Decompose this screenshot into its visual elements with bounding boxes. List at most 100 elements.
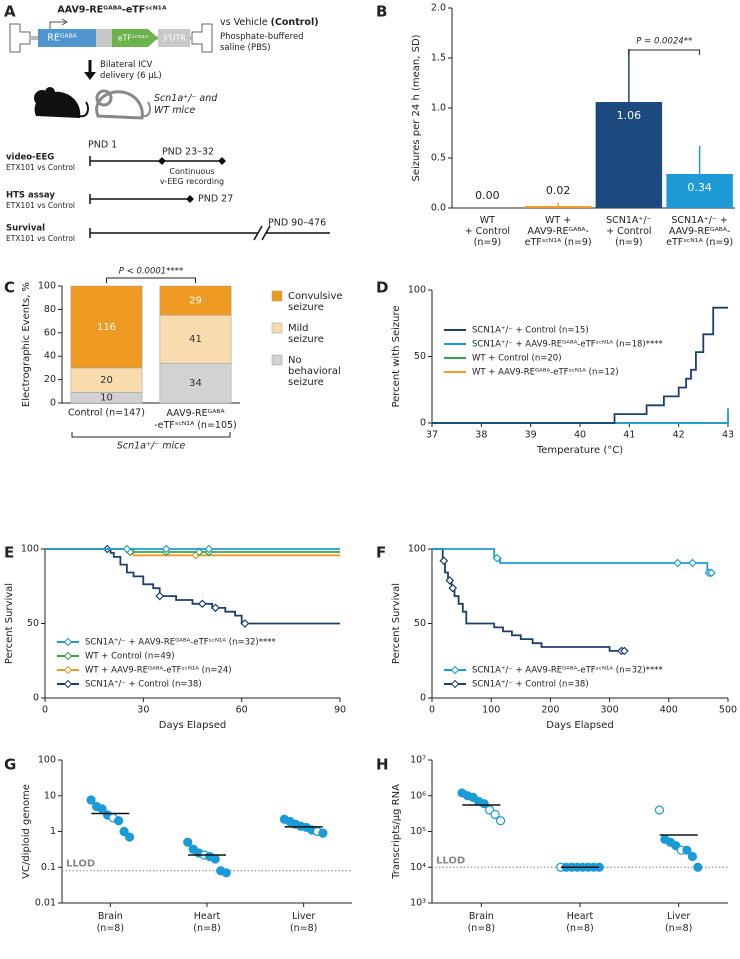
y-tick-label: 10	[44, 790, 56, 801]
y-tick-label: 100	[38, 755, 56, 766]
y-tick-label: 20	[44, 374, 56, 385]
timeline-end: PND 23–32	[162, 147, 214, 158]
x-tick-label: Brain (n=8)	[97, 911, 124, 934]
timeline-title: HTS assay	[6, 191, 55, 201]
vehicle-bold: (Control)	[271, 17, 319, 28]
legend-marker	[63, 679, 73, 689]
panel-label: C	[4, 279, 15, 297]
series-line	[432, 548, 714, 574]
timeline-start: PND 1	[88, 140, 117, 151]
vehicle-text: vs Vehicle	[220, 17, 271, 28]
legend-label: WT + AAV9-REᴳᴬᴮᴬ-eTFˢᶜᴺ¹ᴬ (n=12)	[472, 368, 619, 378]
legend-label: SCN1A⁺/⁻ + Control (n=15)	[472, 326, 589, 336]
segment-count: 116	[97, 322, 116, 333]
legend-marker	[63, 665, 73, 675]
y-axis-title: Percent with Seizure	[391, 305, 402, 407]
data-point	[124, 832, 135, 842]
x-tick-label: 500	[719, 705, 737, 716]
timeline-subtitle: ETX101 vs Control	[6, 163, 75, 172]
x-tick-label: 37	[426, 430, 438, 441]
transgene-arrow	[112, 29, 158, 47]
x-tick-label: WT + Control (n=9)	[465, 215, 510, 248]
censor-marker	[161, 544, 171, 554]
value-label: 0.00	[475, 189, 500, 202]
censor-marker	[439, 556, 449, 566]
significance-bracket	[106, 277, 196, 283]
y-tick-label: 100	[21, 544, 39, 555]
legend-marker	[450, 665, 460, 675]
vehicle-label: vs Vehicle (Control)	[220, 17, 319, 28]
y-axis-title: Percent Survival	[391, 583, 402, 664]
bar	[666, 174, 733, 208]
x-tick-label: 0	[42, 705, 48, 716]
data-point	[221, 868, 231, 878]
legend-swatch	[271, 290, 283, 302]
legend-label: SCN1A⁺/⁻ + AAV9-REᴳᴬᴮᴬ-eTFˢᶜᴺ¹ᴬ (n=18)**…	[472, 340, 663, 350]
legend-swatch	[271, 322, 283, 334]
group-bracket	[71, 432, 231, 438]
bar-segment	[159, 362, 232, 404]
data-point	[693, 862, 703, 872]
promoter-box	[38, 29, 96, 47]
legend-label: SCN1A⁺/⁻ + AAV9-REᴳᴬᴮᴬ-eTFˢᶜᴺ¹ᴬ (n=32)**…	[472, 666, 663, 676]
censor-marker	[620, 646, 629, 656]
x-tick-label: 100	[482, 705, 500, 716]
construct-title: AAV9-REᴳᴬᴮᴬ-eTFˢᶜᴺ¹ᴬ	[57, 5, 167, 16]
legend-label: SCN1A⁺/⁻ + AAV9-REᴳᴬᴮᴬ-eTFˢᶜᴺ¹ᴬ (n=32)**…	[85, 638, 276, 648]
promoter-label: REᴳᴬᴮᴬ	[47, 33, 77, 44]
x-tick-label: WT + AAV9-REᴳᴬᴮᴬ-eTFˢᶜᴺ¹ᴬ (n=9)	[525, 215, 592, 248]
censor-marker	[492, 553, 502, 563]
timeline-diamond	[186, 195, 194, 203]
x-tick-label: 30	[137, 705, 149, 716]
y-tick-label: 1.0	[431, 103, 446, 114]
x-axis-title: Days Elapsed	[159, 720, 226, 731]
timeline-line	[89, 225, 330, 241]
y-tick-label: 10⁵	[410, 826, 426, 837]
bar-segment	[159, 285, 232, 316]
mouse-black	[34, 87, 89, 118]
censor-marker	[448, 583, 458, 593]
data-point	[119, 826, 129, 837]
x-tick-label: SCN1A⁺/⁻ + AAV9-REᴳᴬᴮᴬ-eTFˢᶜᴺ¹ᴬ (n=9)	[666, 215, 733, 248]
series-line	[432, 306, 728, 424]
bar-segment	[70, 285, 143, 369]
y-tick-label: 0	[33, 693, 39, 704]
x-tick-label: 300	[601, 705, 619, 716]
y-tick-label: 1.5	[431, 53, 446, 64]
censor-marker	[673, 558, 683, 568]
y-axis-title: Percent Survival	[4, 583, 15, 664]
y-tick-label: 80	[44, 304, 56, 315]
data-point	[490, 809, 500, 820]
data-point	[183, 837, 193, 847]
censor-marker	[240, 619, 250, 628]
x-tick-label: 43	[722, 430, 734, 441]
data-point	[318, 828, 328, 838]
legend-label: Convulsive seizure	[288, 291, 343, 313]
y-tick-label: 50	[27, 618, 39, 629]
legend-label: No behavioral seizure	[288, 355, 341, 388]
y-tick-label: 0.1	[41, 862, 56, 873]
y-tick-label: 0.0	[431, 203, 446, 214]
vehicle-desc: Phosphate-buffered saline (PBS)	[220, 32, 304, 53]
x-tick-label: 38	[475, 430, 487, 441]
value-label: 1.06	[617, 109, 642, 122]
group-label: Scn1a⁺/⁻ mice	[117, 441, 186, 452]
x-tick-label: 60	[236, 705, 248, 716]
spacer-box	[96, 29, 112, 47]
x-tick-label: 41	[623, 430, 635, 441]
x-tick-label: 90	[334, 705, 346, 716]
panel-label: D	[376, 279, 388, 297]
y-tick-label: 0	[420, 418, 426, 429]
y-tick-label: 10⁴	[410, 862, 426, 873]
itr-left	[9, 23, 31, 53]
tss-arrow	[49, 18, 68, 29]
y-tick-label: 10³	[410, 898, 426, 909]
itr-right	[191, 23, 213, 53]
censor-marker	[194, 547, 204, 557]
significance-bracket	[628, 49, 701, 55]
timeline-subtitle: ETX101 vs Control	[6, 234, 75, 243]
legend-label: SCN1A⁺/⁻ + Control (n=38)	[85, 680, 202, 690]
llod-label: LLOD	[436, 855, 465, 866]
timeline-line	[89, 156, 222, 166]
